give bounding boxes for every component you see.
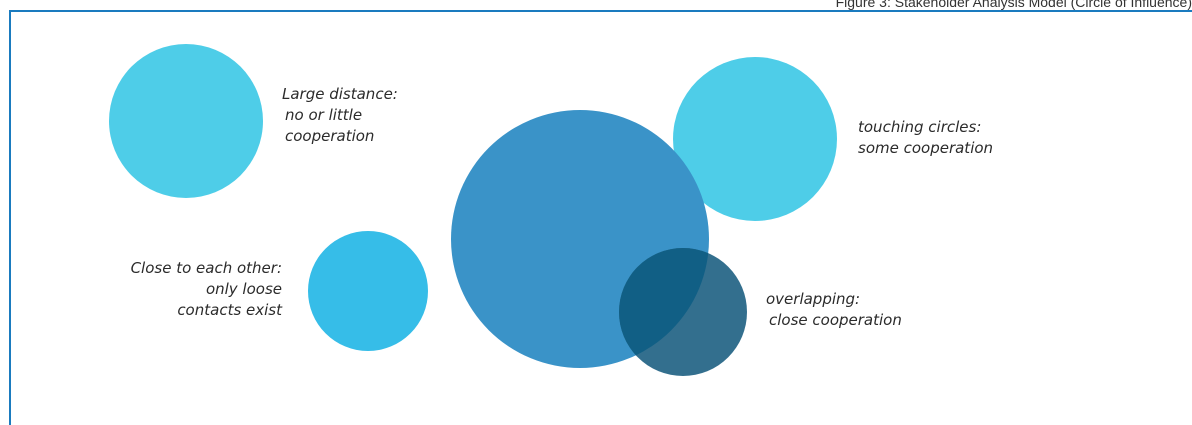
overlapping-line1: overlapping: xyxy=(766,290,861,308)
large-distance-line1: Large distance: xyxy=(282,85,398,103)
close-line3: contacts exist xyxy=(177,301,282,319)
overlapping-label: overlapping: close cooperation xyxy=(766,289,902,331)
large-distance-circle xyxy=(109,44,263,198)
touching-line2: some cooperation xyxy=(858,139,994,157)
figure-caption: Figure 3: Stakeholder Analysis Model (Ci… xyxy=(835,0,1192,10)
close-line2: only loose xyxy=(205,280,282,298)
close-label: Close to each other: only loose contacts… xyxy=(131,258,282,321)
overlap-region xyxy=(619,248,709,368)
overlapping-line2: close cooperation xyxy=(769,311,902,329)
touching-line1: touching circles: xyxy=(858,118,982,136)
close-line1: Close to each other: xyxy=(130,259,282,277)
large-distance-line2: no or little xyxy=(285,106,363,124)
large-distance-label: Large distance: no or little cooperation xyxy=(282,84,398,147)
large-distance-line3: cooperation xyxy=(285,127,375,145)
touching-label: touching circles: some cooperation xyxy=(858,117,993,159)
diagram-frame xyxy=(9,10,1192,425)
close-contact-circle xyxy=(308,231,428,351)
touching-circle xyxy=(673,57,837,221)
